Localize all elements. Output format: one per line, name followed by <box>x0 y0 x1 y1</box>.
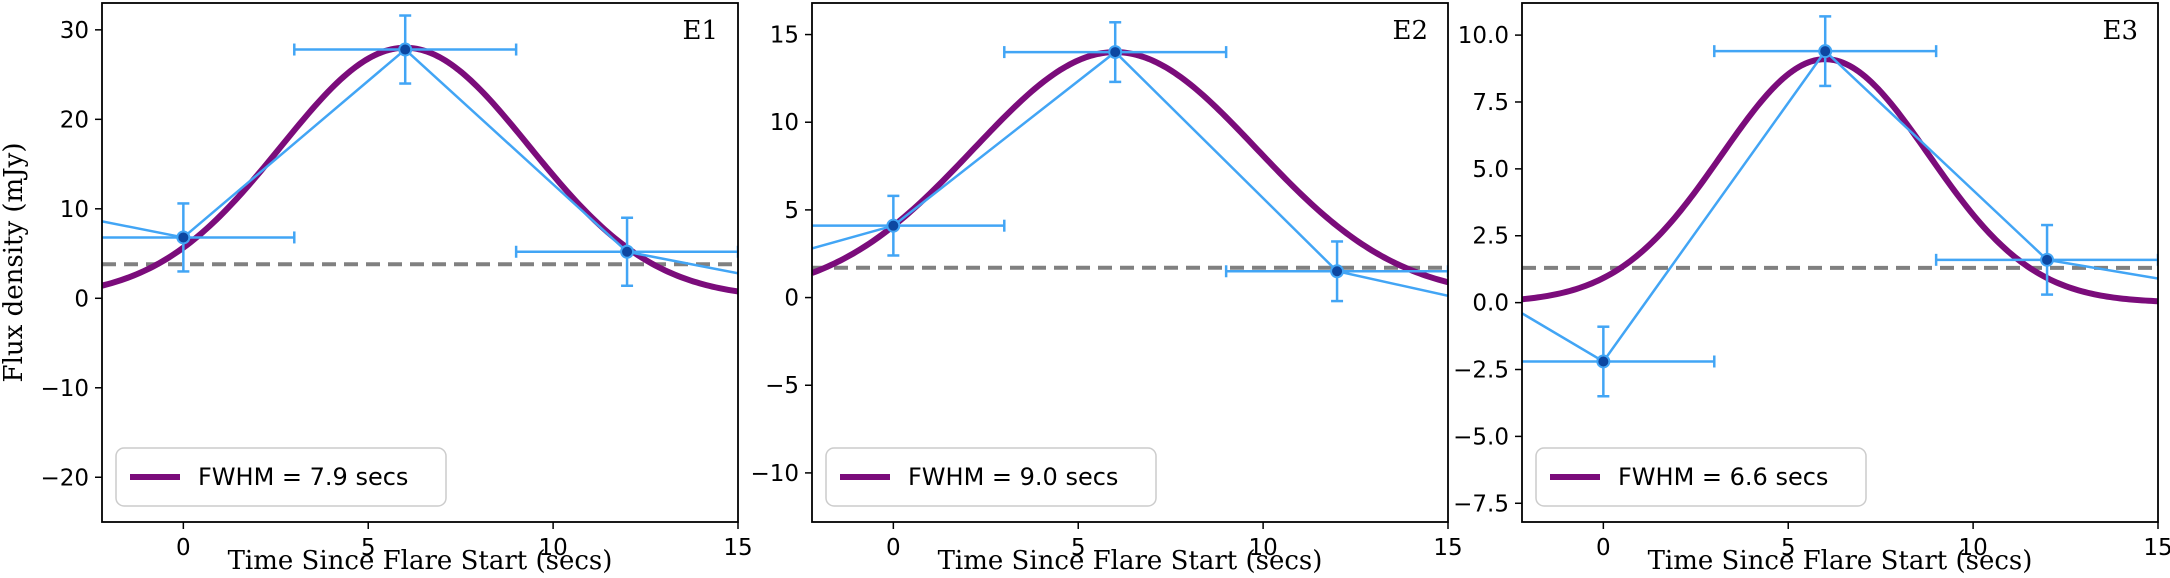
x-axis-label: Time Since Flare Start (secs) <box>1648 546 2033 576</box>
gaussian-fit-curve <box>1522 56 2158 305</box>
data-point <box>102 202 296 273</box>
legend-box <box>115 447 447 507</box>
x-tick-label: 0 <box>886 535 901 561</box>
x-tick-label: 5 <box>361 535 376 561</box>
data-line <box>812 50 1448 298</box>
data-point <box>1224 240 1448 303</box>
chart-panel-e3: 0 5 10 15 −7.5 −5.0 −2.5 0.0 2.5 5.0 7.5 10.0 Time S… <box>1453 2 2170 576</box>
y-tick-label: 30 <box>60 18 89 44</box>
y-tick-label: 5.0 <box>1472 157 1509 183</box>
x-tick-label: 15 <box>1433 535 1462 561</box>
panel-label: E1 <box>682 16 718 46</box>
y-tick-label: −10 <box>40 376 89 402</box>
legend-label: FWHM = 9.0 secs <box>908 463 1118 491</box>
data-marker <box>886 218 901 233</box>
legend: FWHM = 6.6 secs <box>1535 447 1867 507</box>
y-tick-label: 10 <box>60 197 89 223</box>
y-tick-label: −5.0 <box>1453 424 1509 450</box>
x-tick-label: 15 <box>723 535 752 561</box>
data-marker <box>398 42 413 57</box>
y-tick-label: 15 <box>770 23 799 49</box>
y-tick-label: 0 <box>784 286 799 312</box>
data-point <box>1713 15 1938 88</box>
y-tick-label: 20 <box>60 107 89 133</box>
legend-label: FWHM = 7.9 secs <box>198 463 408 491</box>
legend: FWHM = 7.9 secs <box>115 447 447 507</box>
data-line <box>1522 49 2158 364</box>
y-tick-label: −20 <box>40 465 89 491</box>
x-tick-label: 10 <box>1248 535 1277 561</box>
axes-frame <box>101 2 739 523</box>
data-point <box>514 216 738 288</box>
plot-area <box>1522 15 2158 398</box>
plot-area <box>812 21 1448 303</box>
y-tick-label: −5 <box>765 373 799 399</box>
axes-frame <box>811 2 1449 523</box>
y-tick-label: 5 <box>784 198 799 224</box>
y-tick-label: −10 <box>750 461 799 487</box>
axes-frame <box>1521 2 2159 523</box>
data-marker <box>1330 264 1345 279</box>
x-tick-label: 5 <box>1781 535 1796 561</box>
gaussian-fit-curve <box>812 49 1448 286</box>
chart-panel-e2: 0 5 10 15 −10 −5 0 5 10 15 Time Since Flare Start … <box>750 2 1463 576</box>
y-tick-label: 10 <box>770 110 799 136</box>
y-tick-label: 7.5 <box>1472 90 1509 116</box>
data-marker <box>1596 354 1611 369</box>
data-marker <box>1818 44 1833 59</box>
x-tick-label: 0 <box>1596 535 1611 561</box>
data-marker <box>2040 252 2055 267</box>
x-tick-label: 15 <box>2143 535 2170 561</box>
plot-area <box>102 14 738 295</box>
data-marker <box>620 244 635 259</box>
data-point <box>812 194 1006 257</box>
y-tick-label: 0.0 <box>1472 291 1509 317</box>
x-axis-label: Time Since Flare Start (secs) <box>938 546 1323 576</box>
x-tick-label: 10 <box>538 535 567 561</box>
data-point <box>1522 325 1716 398</box>
data-point <box>293 14 518 85</box>
chart-panel-e1: 0 5 10 15 −20 −10 0 10 20 30 Time Since Flare Star… <box>0 2 753 576</box>
data-marker <box>176 230 191 245</box>
legend-label: FWHM = 6.6 secs <box>1618 463 1828 491</box>
legend-box <box>1535 447 1867 507</box>
y-tick-label: 10.0 <box>1458 23 1509 49</box>
y-tick-label: 0 <box>74 286 89 312</box>
y-tick-label: −7.5 <box>1453 491 1509 517</box>
y-axis-label: Flux density (mJy) <box>0 143 29 383</box>
x-tick-label: 0 <box>176 535 191 561</box>
panel-label: E3 <box>2102 16 2138 46</box>
panel-label: E2 <box>1392 16 1428 46</box>
legend: FWHM = 9.0 secs <box>825 447 1157 507</box>
y-tick-label: −2.5 <box>1453 358 1509 384</box>
data-point <box>1934 223 2158 296</box>
legend-box <box>825 447 1157 507</box>
data-point <box>1003 21 1228 84</box>
x-tick-label: 10 <box>1958 535 1987 561</box>
y-tick-label: 2.5 <box>1472 224 1509 250</box>
data-marker <box>1108 45 1123 60</box>
x-axis-label: Time Since Flare Start (secs) <box>228 546 613 576</box>
x-tick-label: 5 <box>1071 535 1086 561</box>
